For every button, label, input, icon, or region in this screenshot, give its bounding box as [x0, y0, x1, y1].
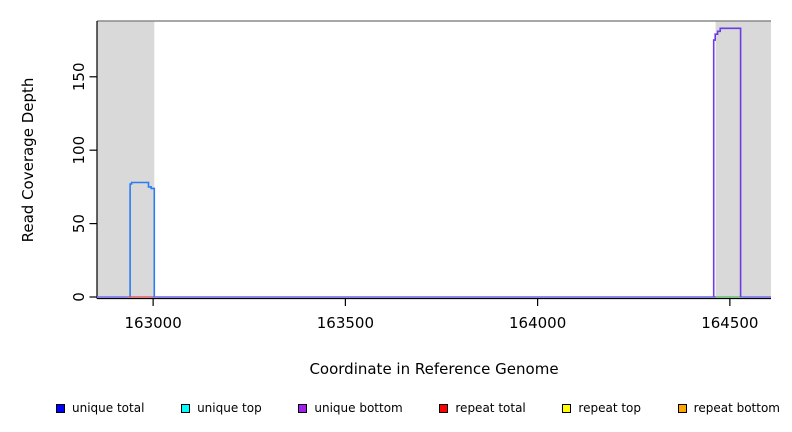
legend-swatch-icon — [56, 403, 65, 413]
legend-item: repeat bottom — [677, 401, 780, 415]
y-tick-label: 50 — [70, 214, 88, 233]
x-tick-label: 163000 — [125, 314, 182, 332]
legend-swatch-icon — [439, 403, 449, 413]
legend-item: repeat top — [562, 401, 641, 415]
plot-area: 163000 163500 164000 164500 0 50 100 150 — [70, 20, 771, 332]
right-masked-region — [715, 21, 771, 297]
legend-item: unique bottom — [298, 401, 403, 415]
y-tick-label: 100 — [70, 136, 88, 165]
legend-item-label: repeat top — [578, 401, 642, 415]
legend-swatch-icon — [677, 403, 687, 413]
legend-item: repeat total — [439, 401, 526, 415]
legend-swatch-icon — [298, 403, 308, 413]
legend-item: unique total — [56, 401, 144, 415]
legend-item-label: repeat total — [455, 401, 526, 415]
x-axis-title: Coordinate in Reference Genome — [309, 360, 559, 378]
legend-swatch-icon — [181, 403, 191, 413]
legend-swatch-icon — [562, 403, 572, 413]
legend-item-label: unique bottom — [314, 401, 403, 415]
chart-legend: unique total unique top unique bottom re… — [56, 397, 780, 419]
y-tick-label: 0 — [70, 292, 88, 302]
y-axis-title: Read Coverage Depth — [19, 77, 37, 243]
unique-coverage-right-peak — [712, 27, 742, 297]
legend-item-label: unique top — [197, 401, 262, 415]
legend-item: unique top — [181, 401, 262, 415]
legend-item-label: unique total — [72, 401, 145, 415]
legend-item-label: repeat bottom — [693, 401, 780, 415]
x-tick-label: 164500 — [701, 314, 758, 332]
unique-coverage-left-peak — [129, 181, 156, 297]
x-tick-label: 164000 — [509, 314, 566, 332]
left-masked-region — [97, 21, 155, 297]
x-tick-label: 163500 — [317, 314, 374, 332]
y-tick-label: 150 — [70, 62, 88, 91]
